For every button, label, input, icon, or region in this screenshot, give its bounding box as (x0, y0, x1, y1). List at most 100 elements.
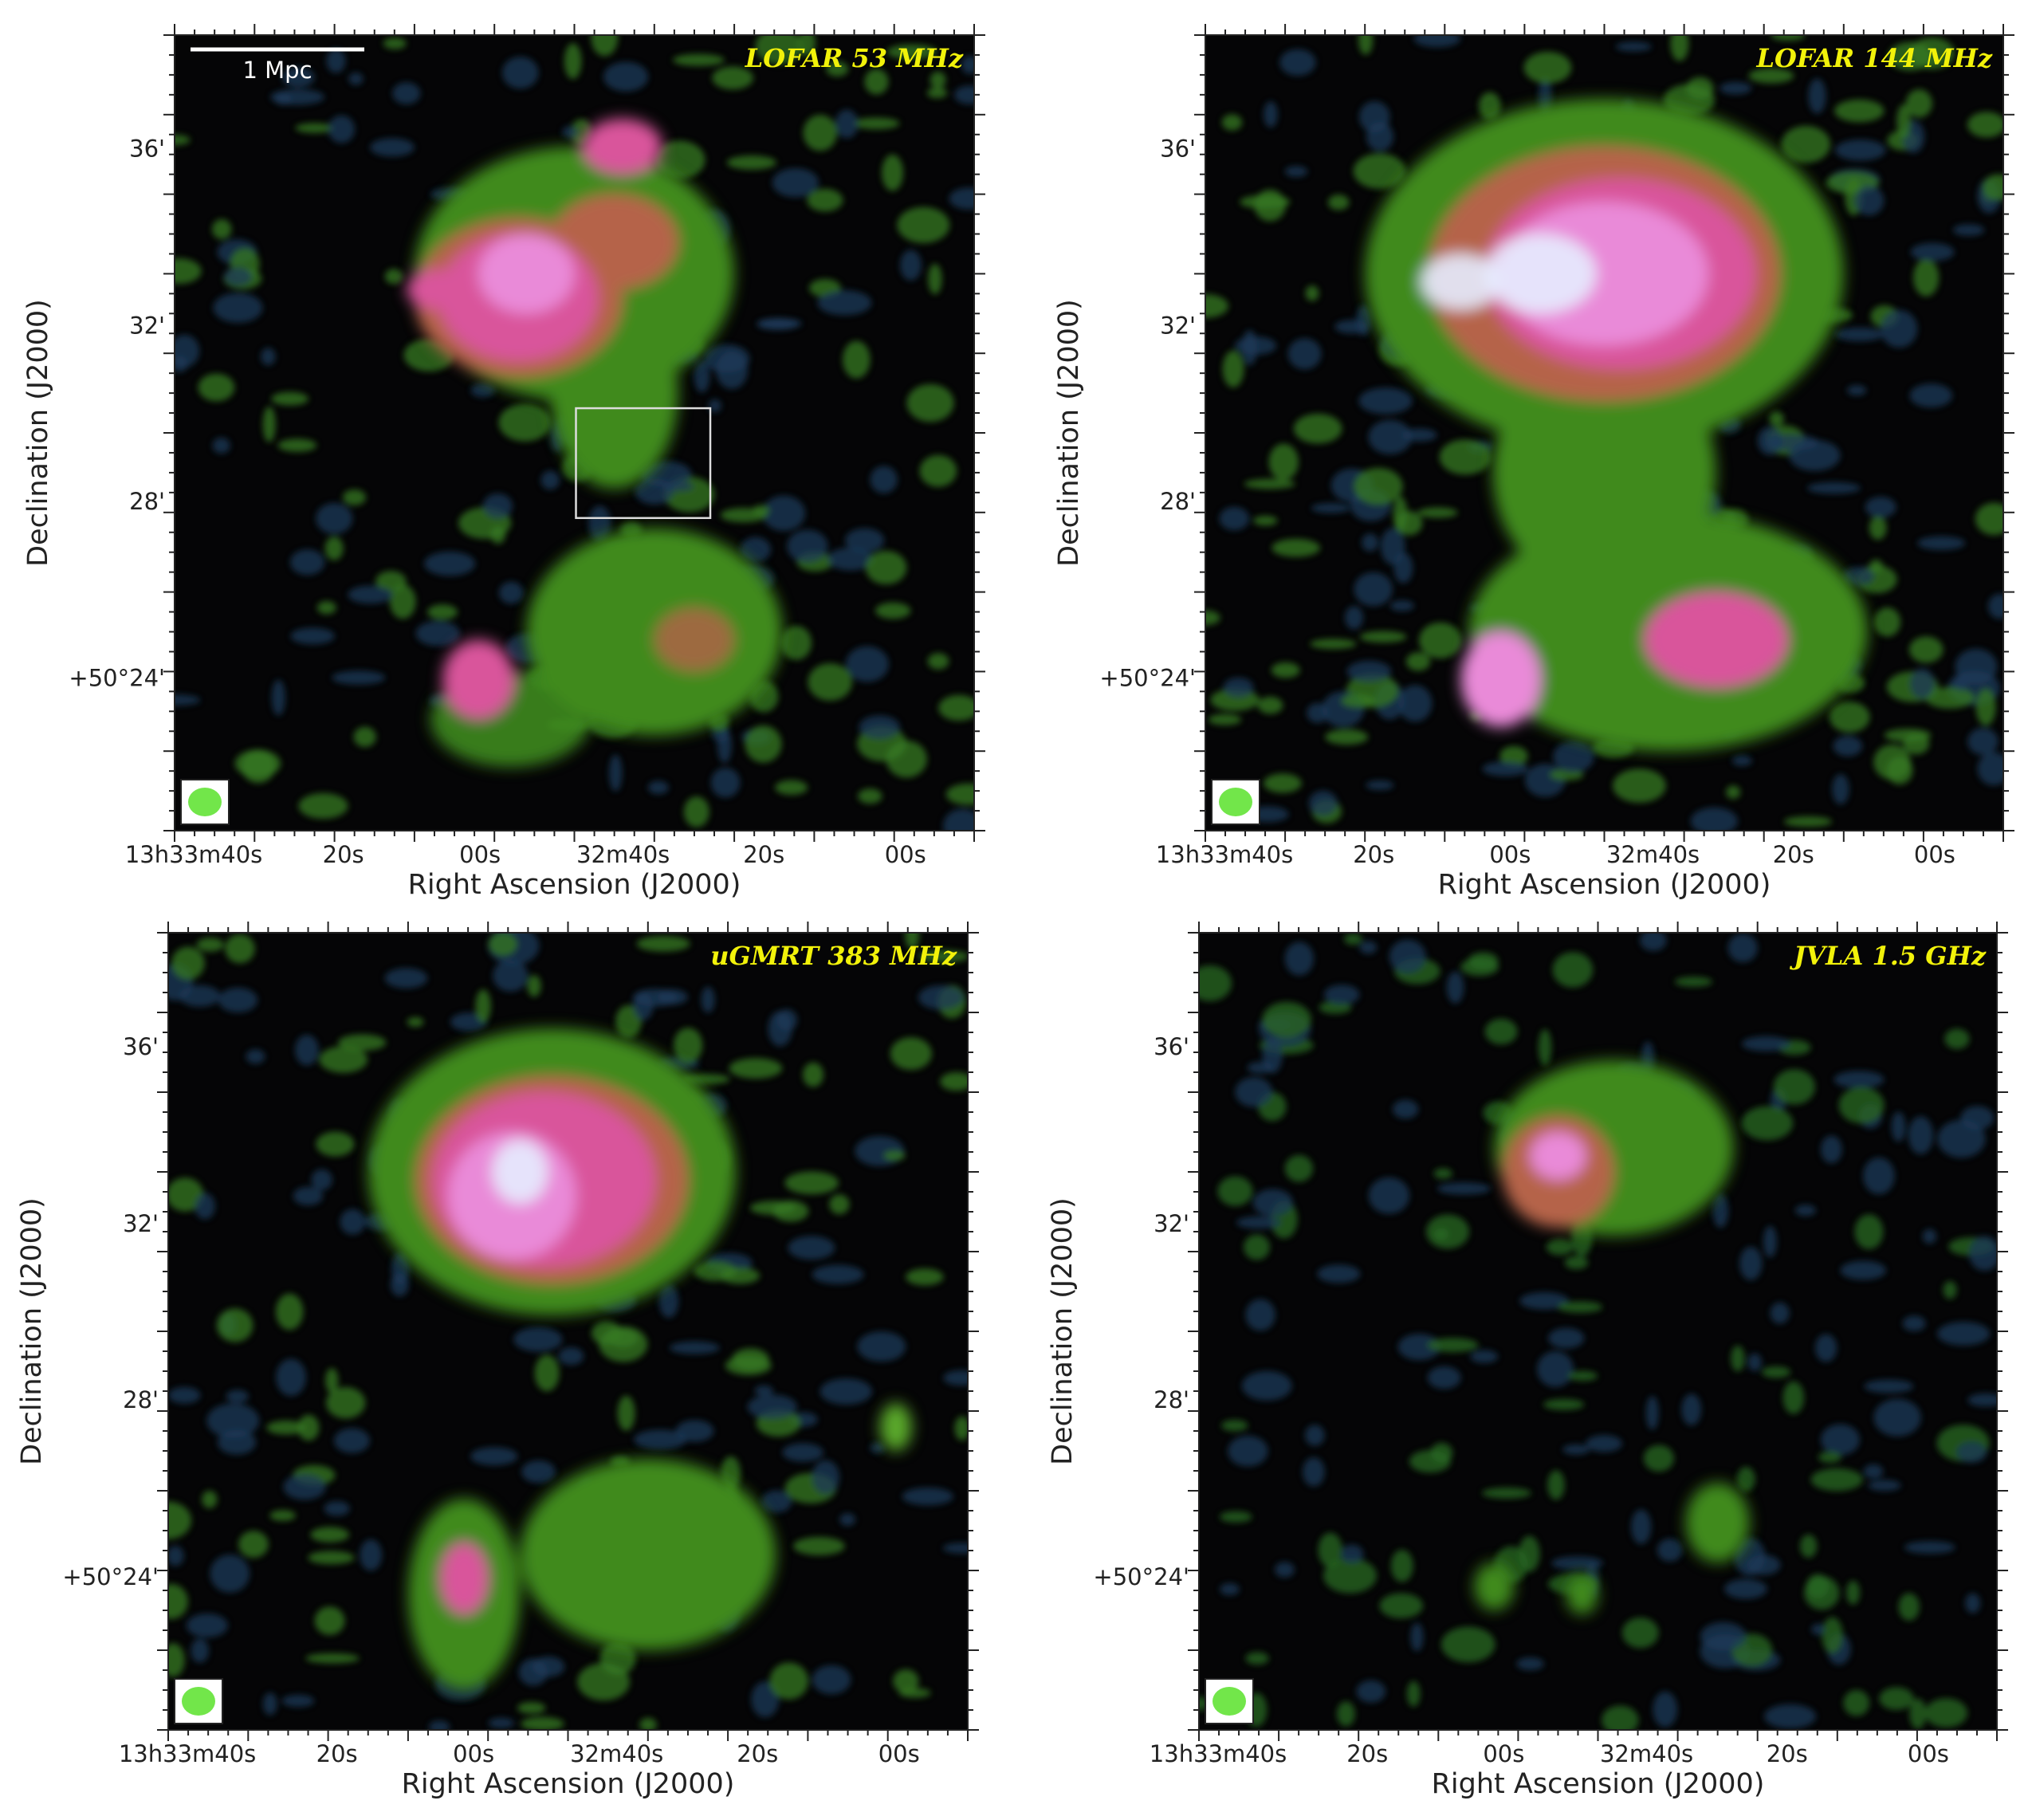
noise-blob (1245, 1299, 1275, 1331)
noise-blob (930, 71, 946, 89)
noise-blob (1615, 41, 1652, 52)
noise-blob (1368, 419, 1413, 454)
noise-blob (906, 1268, 944, 1286)
y-tick-label: 32' (123, 1210, 159, 1237)
noise-blob (1379, 1593, 1424, 1618)
noise-blob (1975, 688, 1996, 726)
y-tick-label: 32' (129, 312, 165, 339)
noise-blob (1393, 552, 1413, 584)
noise-blob (490, 525, 506, 544)
noise-blob (787, 529, 828, 563)
noise-blob (1551, 1556, 1603, 1570)
noise-blob (1317, 1264, 1361, 1283)
noise-blob (870, 466, 898, 493)
noise-blob (424, 551, 476, 576)
noise-blob (826, 61, 849, 77)
noise-blob (1821, 1424, 1860, 1456)
noise-blob (1308, 790, 1338, 816)
noise-blob (782, 1443, 823, 1462)
noise-blob (1336, 1701, 1355, 1727)
noise-blob (1359, 941, 1378, 954)
noise-blob (1869, 515, 1887, 540)
noise-blob (1244, 478, 1295, 489)
noise-blob (673, 53, 725, 66)
noise-blob (1345, 606, 1364, 630)
noise-blob (1284, 166, 1308, 178)
noise-blob (1262, 1037, 1283, 1074)
x-axis-label: Right Ascension (J2000) (408, 869, 741, 901)
noise-blob (262, 1692, 277, 1716)
panel-title: JVLA 1.5 GHz (1789, 941, 1987, 971)
noise-blob (788, 1236, 835, 1260)
noise-blob (246, 1049, 265, 1064)
noise-blob (1631, 1509, 1652, 1544)
noise-blob (316, 601, 336, 615)
noise-blob (720, 508, 767, 523)
y-tick-label: 28' (123, 1386, 159, 1413)
noise-blob (343, 489, 367, 505)
noise-blob (1562, 1444, 1590, 1455)
noise-blob (1742, 1036, 1791, 1052)
noise-blob (902, 1487, 953, 1506)
y-tick-label: 36' (129, 136, 165, 163)
noise-blob (521, 1460, 556, 1484)
noise-blob (708, 399, 721, 413)
x-tick-label: 32m40s (576, 841, 670, 868)
noise-blob (1922, 1228, 1937, 1244)
beam (188, 788, 222, 816)
noise-blob (1538, 1028, 1552, 1067)
noise-blob (212, 437, 230, 454)
noise-blob (1726, 785, 1741, 800)
noise-blob (1257, 696, 1283, 714)
noise-blob (1303, 1456, 1325, 1487)
noise-blob (319, 1046, 368, 1073)
noise-blob (1925, 686, 1975, 709)
noise-blob (1967, 112, 2003, 138)
x-tick-label: 00s (1489, 841, 1531, 868)
noise-blob (1863, 1157, 1895, 1194)
noise-blob (1217, 1176, 1253, 1206)
noise-blob (1397, 685, 1433, 722)
emission-blob (492, 1140, 548, 1204)
y-tick-label: 32' (1160, 312, 1196, 339)
noise-blob (281, 67, 315, 88)
noise-blob (926, 87, 948, 99)
noise-blob (1208, 713, 1242, 725)
noise-blob (1356, 1680, 1386, 1703)
noise-blob (271, 391, 309, 406)
noise-blob (1783, 816, 1833, 827)
noise-blob (470, 1447, 518, 1466)
noise-blob (196, 938, 224, 952)
noise-blob (1427, 1366, 1461, 1390)
noise-blob (1220, 1420, 1248, 1432)
noise-blob (261, 348, 276, 366)
noise-blob (1235, 336, 1277, 356)
noise-blob (562, 126, 578, 139)
noise-blob (1427, 1338, 1479, 1353)
noise-blob (274, 92, 293, 105)
noise-blob (1252, 1189, 1293, 1217)
noise-blob (1613, 768, 1666, 803)
noise-blob (1643, 1445, 1675, 1472)
x-tick-label: 00s (878, 1740, 920, 1767)
region-box (575, 407, 712, 520)
x-axis-label: Right Ascension (J2000) (402, 1768, 735, 1800)
noise-blob (1564, 1256, 1589, 1270)
x-tick-label: 32m40s (570, 1740, 663, 1767)
noise-blob (1245, 1652, 1269, 1665)
noise-blob (1891, 1111, 1906, 1142)
noise-blob (308, 1551, 355, 1565)
noise-blob (1731, 1345, 1745, 1372)
noise-blob (1409, 1450, 1451, 1473)
y-tick-label: 36' (1154, 1033, 1189, 1060)
noise-blob (1842, 566, 1875, 586)
noise-blob (1358, 387, 1413, 415)
noise-blob (793, 1536, 845, 1556)
noise-blob (1810, 1468, 1863, 1492)
noise-blob (875, 602, 911, 619)
noise-blob (1346, 660, 1392, 682)
noise-blob (1468, 952, 1499, 970)
noise-blob (262, 406, 276, 442)
y-tick-label: 28' (1160, 488, 1196, 515)
